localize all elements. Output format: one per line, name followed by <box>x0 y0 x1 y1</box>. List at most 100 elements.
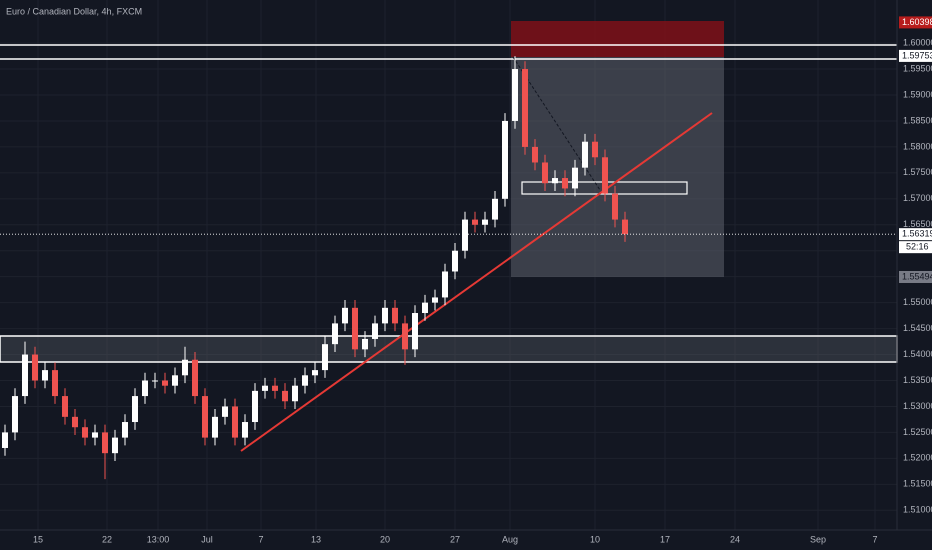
trend-line <box>240 112 713 452</box>
candle-body <box>212 416 218 438</box>
candle-body <box>512 69 518 121</box>
candle-body <box>612 193 618 220</box>
y-tick-label: 1.51500 <box>903 479 932 489</box>
candle-body <box>482 219 488 225</box>
candle-body <box>232 406 238 438</box>
candle-body <box>292 385 298 402</box>
candle-body <box>332 323 338 345</box>
candle-body <box>82 427 88 438</box>
candle-body <box>432 297 438 303</box>
y-tick-label: 1.52000 <box>903 453 932 463</box>
candle-body <box>222 406 228 417</box>
candle-body <box>242 422 248 438</box>
stop-zone <box>511 21 724 57</box>
candle-body <box>152 380 158 382</box>
candle-body <box>182 359 188 376</box>
candle-body <box>252 390 258 423</box>
candle-body <box>622 219 628 235</box>
x-tick-label: 7 <box>258 534 263 544</box>
candle-body <box>492 198 498 220</box>
price-label-box <box>899 228 932 241</box>
price-label: 1.60398 <box>902 17 932 27</box>
candle-body <box>522 69 528 147</box>
candle-body <box>392 307 398 324</box>
price-label-box <box>899 49 932 62</box>
countdown: 52:16 <box>906 242 929 252</box>
candle-body <box>562 178 568 189</box>
y-tick-label: 1.54000 <box>903 349 932 359</box>
y-tick-label: 1.59000 <box>903 89 932 99</box>
candle-body <box>312 370 318 376</box>
y-tick-label: 1.59500 <box>903 63 932 73</box>
candle-body <box>162 380 168 386</box>
candle-body <box>172 375 178 386</box>
x-tick-label: 20 <box>380 534 390 544</box>
y-tick-label: 1.51000 <box>903 505 932 515</box>
y-tick-label: 1.58500 <box>903 115 932 125</box>
candle-body <box>412 313 418 350</box>
y-tick-label: 1.53500 <box>903 375 932 385</box>
candle-body <box>362 338 368 350</box>
candle-body <box>32 354 38 381</box>
y-tick-label: 1.52500 <box>903 427 932 437</box>
candle-body <box>1 432 8 448</box>
candle-body <box>502 120 508 199</box>
y-tick-label: 1.55000 <box>903 297 932 307</box>
countdown-box <box>899 241 932 254</box>
y-tick-label: 1.57500 <box>903 167 932 177</box>
price-label: 1.56319 <box>902 229 932 239</box>
candle-body <box>62 396 68 417</box>
candle-body <box>582 141 588 168</box>
x-tick-label: 10 <box>590 534 600 544</box>
candle-body <box>462 219 468 251</box>
x-tick-label: 7 <box>872 534 877 544</box>
candle-body <box>142 380 148 397</box>
price-label: 1.55494 <box>902 271 932 281</box>
candle-body <box>452 250 458 272</box>
candle-body <box>122 422 128 438</box>
candle-body <box>202 396 208 438</box>
price-label-box <box>899 270 932 283</box>
y-tick-label: 1.53000 <box>903 401 932 411</box>
candle-body <box>442 271 448 298</box>
candle-body <box>22 354 28 397</box>
candle-body <box>52 370 58 397</box>
candle-body <box>542 162 548 184</box>
candle-body <box>572 167 578 189</box>
candle-body <box>272 385 278 391</box>
x-tick-label: 15 <box>33 534 43 544</box>
candle-body <box>372 323 378 339</box>
candle-body <box>72 416 78 428</box>
x-tick-label: 13 <box>311 534 321 544</box>
candle-body <box>92 432 98 438</box>
candle-body <box>102 432 108 454</box>
candle-body <box>342 307 348 324</box>
x-tick-label: 24 <box>730 534 740 544</box>
chart-title: Euro / Canadian Dollar, 4h, FXCM <box>6 6 142 16</box>
candle-body <box>352 307 358 350</box>
x-tick-label: Jul <box>201 534 213 544</box>
candle-body <box>552 178 558 184</box>
candle-body <box>132 396 138 423</box>
candle-body <box>192 359 198 397</box>
candle-body <box>42 370 48 381</box>
price-label-box <box>899 16 932 29</box>
candle-body <box>282 390 288 402</box>
candle-body <box>472 219 478 225</box>
y-tick-label: 1.54500 <box>903 323 932 333</box>
candle-body <box>422 302 428 314</box>
x-tick-label: Aug <box>502 534 518 544</box>
candle-body <box>402 323 408 350</box>
x-tick-label: 22 <box>102 534 112 544</box>
candle-body <box>12 396 18 433</box>
y-tick-label: 1.56500 <box>903 219 932 229</box>
candle-body <box>532 146 538 163</box>
x-tick-label: Sep <box>810 534 826 544</box>
y-tick-label: 1.58000 <box>903 141 932 151</box>
candle-body <box>302 375 308 386</box>
x-tick-label: 13:00 <box>147 534 170 544</box>
candle-body <box>602 157 608 194</box>
candle-body <box>382 307 388 324</box>
